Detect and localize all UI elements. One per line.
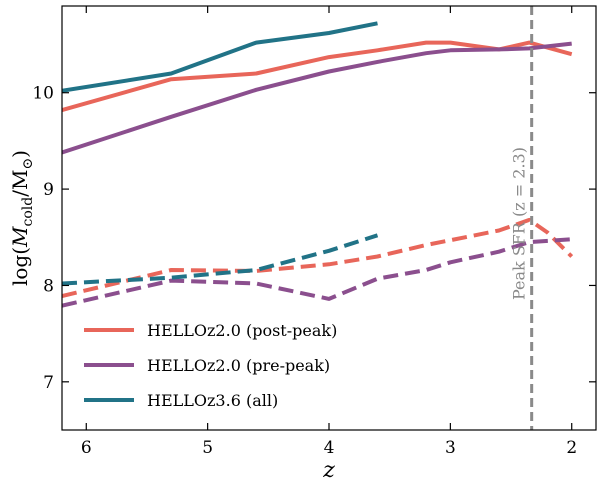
dashed-series-line-3	[62, 217, 574, 299]
axis-ticks: 6 5 4 3 2 7 8 9 10	[32, 6, 596, 458]
dashed-series-line-4	[62, 237, 572, 308]
y-label-sun: ⊙	[20, 158, 36, 170]
x-tick-label: 6	[81, 438, 92, 458]
x-tick-label: 3	[445, 438, 456, 458]
peak-sfr-annotation: Peak SFR (z = 2.3)	[510, 147, 529, 300]
x-tick-label: 5	[202, 438, 213, 458]
y-label-suffix: )	[8, 150, 32, 158]
legend-label: HELLOz2.0 (post-peak)	[147, 321, 337, 340]
legend-label: HELLOz3.6 (all)	[147, 391, 278, 410]
legend-label: HELLOz2.0 (pre-peak)	[147, 356, 330, 375]
legend: HELLOz2.0 (post-peak) HELLOz2.0 (pre-peak…	[84, 321, 337, 410]
x-tick-label: 4	[324, 438, 335, 458]
dashed-series-line-5	[62, 233, 379, 286]
y-tick-label: 9	[43, 180, 54, 200]
series-layer	[62, 21, 574, 308]
y-label-subscript: cold	[20, 197, 36, 227]
series-line-2	[62, 21, 378, 93]
series-line-1	[62, 41, 572, 155]
y-tick-label: 10	[32, 84, 54, 104]
x-tick-label: 2	[566, 438, 577, 458]
y-tick-label: 8	[43, 276, 54, 296]
x-axis-label: z	[322, 458, 335, 483]
series-line-0	[62, 40, 573, 113]
y-label-slash: /M	[8, 170, 32, 197]
y-axis-label: log(Mcold/M⊙)	[8, 150, 36, 286]
y-tick-label: 7	[43, 373, 54, 393]
y-label-m: M	[8, 226, 32, 248]
y-label-prefix: log(	[8, 247, 32, 286]
